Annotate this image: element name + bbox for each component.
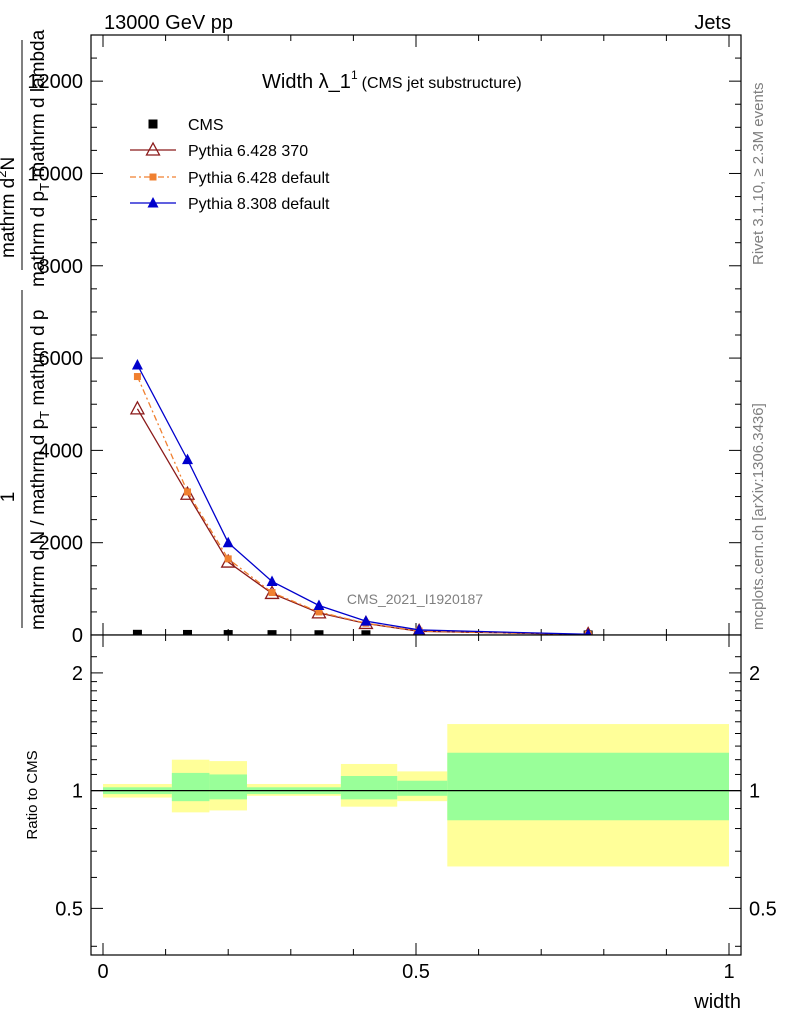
legend-marker — [148, 119, 158, 129]
y-label-den: mathrm d pT mathrm d lambda — [28, 29, 52, 287]
y-tick-label: 12000 — [27, 71, 83, 93]
ratio-y-label: Ratio to CMS — [24, 750, 41, 839]
mcplots-label: mcplots.cern.ch [arXiv:1306.3436] — [750, 403, 767, 630]
energy-label: 13000 GeV pp — [104, 12, 233, 34]
y-tick-label: 4000 — [39, 440, 84, 462]
main-axis-ticks — [91, 34, 741, 636]
legend-marker — [149, 173, 157, 181]
main-y-tick-labels: 0 2000 4000 6000 8000 10000 12000 — [27, 71, 83, 647]
y-label-prefix-den: mathrm d N / mathrm d pT mathrm d p — [28, 310, 52, 631]
rivet-label: Rivet 3.1.10, ≥ 2.3M events — [750, 83, 767, 266]
data-point — [360, 615, 372, 626]
legend-label: Pythia 8.308 default — [188, 196, 330, 213]
ratio-y-tick-label: 0.5 — [55, 898, 83, 920]
y-label-num: mathrm d2N — [0, 157, 19, 258]
ratio-y-tick-label: 2 — [72, 663, 83, 685]
data-point — [131, 359, 143, 370]
y-tick-label: 6000 — [39, 348, 84, 370]
ratio-frame — [90, 634, 742, 956]
legend: CMS Pythia 6.428 370 Pythia 6.428 default P… — [130, 117, 330, 213]
data-point — [315, 608, 323, 616]
ratio-y-tick-label-right: 1 — [749, 781, 760, 803]
process-label: Jets — [694, 12, 731, 34]
data-point — [222, 536, 234, 548]
ratio-axis-ticks — [91, 635, 741, 955]
data-point — [132, 629, 142, 639]
x-axis-label: width — [693, 991, 741, 1013]
series-line — [136, 364, 589, 635]
data-point — [129, 400, 146, 415]
legend-label: Pythia 6.428 default — [188, 170, 330, 187]
series-line — [136, 408, 589, 636]
legend-label: Pythia 6.428 370 — [188, 143, 308, 160]
analysis-watermark: CMS_2021_I1920187 — [347, 591, 483, 607]
data-point — [266, 575, 278, 586]
x-tick-label: 0.5 — [402, 961, 430, 983]
main-y-axis-label: 1 mathrm d N / mathrm d pT mathrm d p ma… — [0, 29, 52, 630]
data-point — [413, 623, 425, 635]
series-pythia-8-308-default — [131, 359, 594, 639]
ratio-tick-labels: 0.5 0.5 1 1 2 2 0 0.5 1 — [55, 663, 777, 983]
data-point — [313, 599, 325, 610]
green-band — [171, 772, 210, 802]
x-tick-label: 1 — [723, 961, 734, 983]
data-point — [224, 555, 232, 563]
legend-marker — [145, 141, 161, 156]
series-line — [136, 376, 589, 636]
data-point — [184, 488, 192, 496]
data-point — [182, 453, 194, 465]
y-label-prefix-num: 1 — [0, 492, 19, 503]
ratio-plot: 0.5 0.5 1 1 2 2 0 0.5 1 Ratio to CMS width — [24, 634, 777, 1013]
green-band — [447, 752, 729, 821]
legend-label: CMS — [188, 117, 224, 134]
ratio-y-tick-label-right: 2 — [749, 663, 760, 685]
legend-marker — [147, 197, 159, 208]
chart-title: Width λ_11 (CMS jet substructure) — [262, 68, 522, 93]
green-band — [340, 776, 398, 800]
data-point — [268, 589, 276, 597]
y-tick-label: 2000 — [39, 533, 84, 555]
ratio-y-tick-label-right: 0.5 — [749, 898, 777, 920]
y-tick-label: 8000 — [39, 256, 84, 278]
green-band — [397, 780, 448, 796]
main-plot: 0 2000 4000 6000 8000 10000 12000 Width λ_11 (C… — [0, 29, 742, 647]
ratio-uncertainty-bands — [103, 724, 729, 867]
y-tick-label: 10000 — [27, 163, 83, 185]
y-tick-label: 0 — [72, 625, 83, 647]
ratio-y-tick-label: 1 — [72, 781, 83, 803]
green-band — [209, 774, 247, 800]
data-point — [133, 373, 141, 381]
x-tick-label: 0 — [97, 961, 108, 983]
